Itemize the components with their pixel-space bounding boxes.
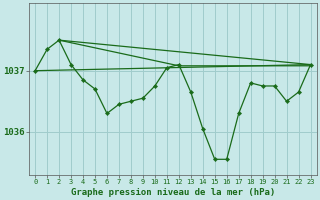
- X-axis label: Graphe pression niveau de la mer (hPa): Graphe pression niveau de la mer (hPa): [71, 188, 275, 197]
